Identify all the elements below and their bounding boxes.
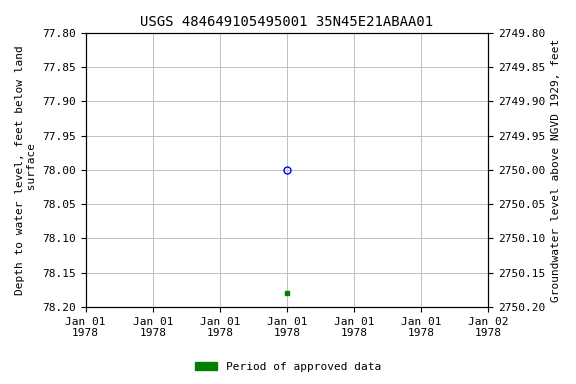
Title: USGS 484649105495001 35N45E21ABAA01: USGS 484649105495001 35N45E21ABAA01 (141, 15, 434, 29)
Legend: Period of approved data: Period of approved data (191, 358, 385, 377)
Y-axis label: Groundwater level above NGVD 1929, feet: Groundwater level above NGVD 1929, feet (551, 38, 561, 301)
Y-axis label: Depth to water level, feet below land
 surface: Depth to water level, feet below land su… (15, 45, 37, 295)
